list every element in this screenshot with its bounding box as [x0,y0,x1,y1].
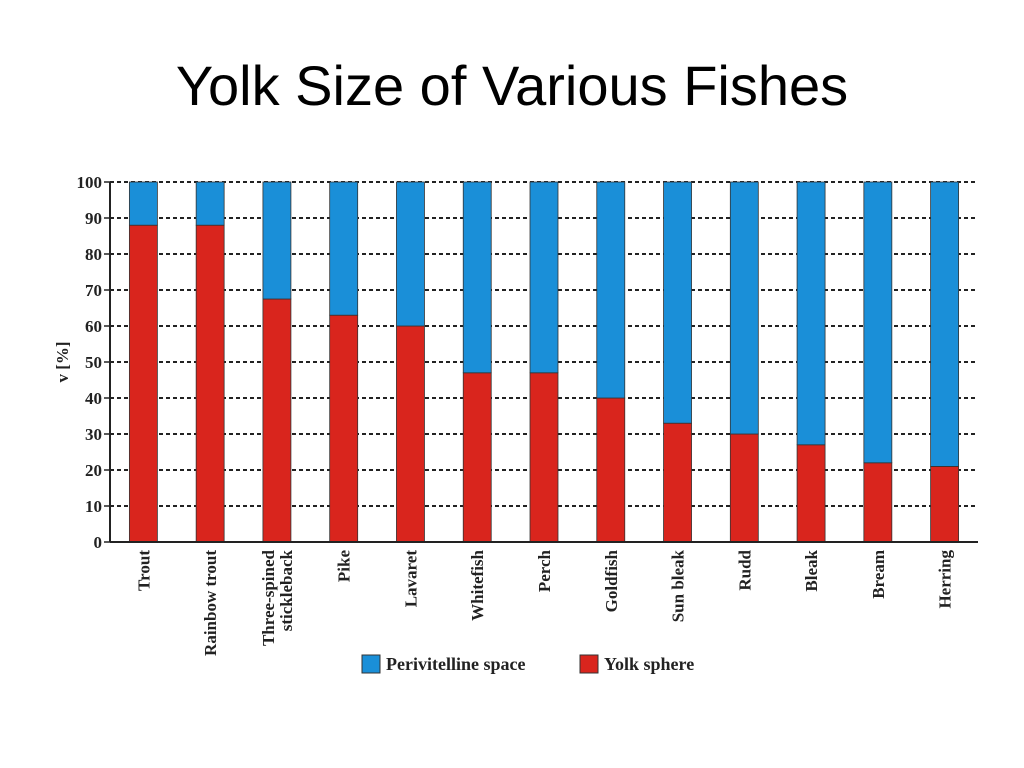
y-tick-label: 40 [85,389,102,408]
bar-segment-perivitelline-space [262,181,292,300]
legend-label: Yolk sphere [604,654,694,674]
bar-segment-perivitelline-space [596,181,626,399]
y-axis-label: v [%] [53,341,72,382]
bar-segment-yolk-sphere [529,372,559,543]
bar-segment-yolk-sphere [863,462,893,543]
bar-segment-perivitelline-space [195,181,225,226]
bar-layer [128,181,960,543]
bar-segment-perivitelline-space [329,181,359,316]
x-tick-label-group: Herring [936,550,955,609]
x-tick-label: stickleback [277,549,296,631]
bar-segment-perivitelline-space [462,181,492,374]
bar-segment-yolk-sphere [195,224,225,543]
y-tick-label: 100 [77,173,103,192]
bar-segment-yolk-sphere [462,372,492,543]
x-tick-label-group: Sun bleak [669,549,688,622]
bar-segment-perivitelline-space [128,181,158,226]
bar-segment-perivitelline-space [930,181,960,467]
legend-swatch [361,654,381,674]
bar-segment-yolk-sphere [596,397,626,543]
x-tick-label-group: Goldfish [602,549,621,612]
x-tick-label: Lavaret [401,550,420,608]
y-tick-label: 70 [85,281,102,300]
x-tick-label: Rainbow trout [201,550,220,656]
x-tick-label-group: Lavaret [401,550,420,608]
x-tick-label-group: Three-spined stickleback [259,549,296,646]
label-layer: 0 10 20 30 40 50 60 70 80 90 100 v [%] Trout Rainbow … [53,173,955,656]
y-tick-label: 30 [85,425,102,444]
slide-title: Yolk Size of Various Fishes [175,54,849,117]
x-tick-label: Whitefish [468,549,487,620]
bar-segment-yolk-sphere [796,444,826,543]
y-tick-label: 90 [85,209,102,228]
y-tick-label: 20 [85,461,102,480]
y-tick-label: 60 [85,317,102,336]
axis-layer [104,181,978,543]
x-tick-label: Perch [535,549,554,592]
x-tick-label: Pike [335,550,354,583]
bar-segment-perivitelline-space [796,181,826,446]
bar-segment-yolk-sphere [663,422,692,543]
x-tick-label-group: Rudd [735,549,754,590]
x-tick-label: Goldfish [602,549,621,612]
y-tick-label: 80 [85,245,102,264]
x-tick-label-group: Bream [869,550,888,599]
x-tick-label-group: Perch [535,549,554,592]
bar-segment-perivitelline-space [729,181,759,435]
bar-segment-yolk-sphere [329,314,359,543]
x-tick-label-group: Whitefish [468,549,487,620]
x-tick-label-group: Trout [134,550,153,591]
bar-segment-yolk-sphere [128,224,158,543]
x-tick-label-group: Bleak [802,549,821,591]
x-tick-label: Rudd [735,549,754,590]
y-tick-label: 50 [85,353,102,372]
bar-segment-perivitelline-space [863,181,893,464]
x-tick-label: Sun bleak [669,549,688,622]
x-tick-label: Bleak [802,549,821,591]
bar-segment-perivitelline-space [663,181,692,424]
x-tick-label: Trout [134,550,153,591]
x-tick-label-group: Pike [335,550,354,583]
x-tick-label: Herring [936,550,955,609]
bar-segment-perivitelline-space [396,181,425,327]
bar-segment-yolk-sphere [930,465,960,543]
bar-segment-perivitelline-space [529,181,559,374]
bar-segment-yolk-sphere [396,325,425,543]
y-tick-label: 10 [85,497,102,516]
bar-segment-yolk-sphere [729,433,759,543]
x-tick-label: Three-spined [259,549,278,646]
x-tick-label-group: Rainbow trout [201,550,220,656]
legend-swatch [579,654,599,674]
bar-segment-yolk-sphere [262,298,292,543]
x-tick-label: Bream [869,550,888,599]
legend-layer: Perivitelline space Yolk sphere [361,654,694,674]
y-tick-label: 0 [94,533,103,552]
legend-label: Perivitelline space [386,654,525,674]
